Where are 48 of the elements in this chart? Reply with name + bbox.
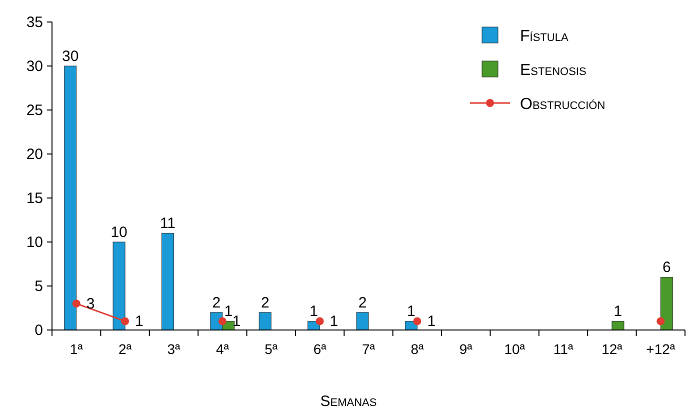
x-tick-label: 5ª (264, 341, 278, 357)
bar (64, 66, 77, 330)
x-axis-title: Semanas (320, 393, 377, 409)
x-tick-label: 2ª (118, 341, 132, 357)
data-label: 1 (614, 303, 622, 320)
data-label: 1 (310, 303, 318, 320)
y-tick-label: 20 (26, 146, 43, 163)
y-tick-label: 0 (34, 322, 43, 339)
data-label: 10 (110, 224, 128, 241)
data-label: 30 (62, 48, 79, 65)
data-label: 1 (407, 303, 416, 320)
data-label: 1 (224, 303, 233, 320)
bar (112, 242, 126, 330)
y-tick-label: 10 (26, 234, 43, 251)
x-tick-label: 10ª (504, 341, 526, 357)
y-tick-label: 25 (26, 102, 43, 119)
data-label: 6 (662, 259, 671, 276)
data-label: 2 (212, 294, 221, 312)
x-tick-label: 8ª (410, 341, 424, 357)
data-label: 1 (427, 313, 436, 330)
x-tick-label: 12ª (602, 341, 624, 357)
x-tick-label: 7ª (362, 341, 376, 357)
bar (161, 232, 174, 330)
data-label: 11 (160, 215, 176, 232)
x-tick-label: 6ª (313, 341, 328, 357)
y-tick-label: 5 (34, 278, 43, 295)
x-tick-label: 9ª (459, 341, 474, 357)
data-label: 2 (260, 294, 270, 312)
data-label: 1 (135, 313, 144, 330)
bar (258, 312, 272, 330)
legend-label: Estenosis (520, 62, 586, 79)
legend-label: Obstrucción (520, 96, 606, 113)
x-tick-label: 11ª (553, 341, 574, 357)
data-label: 3 (86, 296, 95, 313)
x-tick-label: +12ª (646, 341, 676, 357)
y-tick-label: 15 (26, 190, 43, 207)
data-label: 1 (232, 313, 241, 330)
legend-label: Fístula (520, 28, 569, 45)
data-label: 2 (358, 294, 367, 312)
y-tick-label: 35 (26, 14, 43, 31)
x-tick-label: 3ª (167, 341, 182, 357)
y-tick-label: 30 (26, 58, 43, 75)
bar (612, 320, 624, 330)
x-tick-label: 1ª (70, 341, 84, 357)
x-tick-label: 4ª (216, 341, 230, 357)
data-label: 1 (330, 313, 338, 330)
bar (356, 312, 369, 330)
bar (660, 276, 673, 330)
